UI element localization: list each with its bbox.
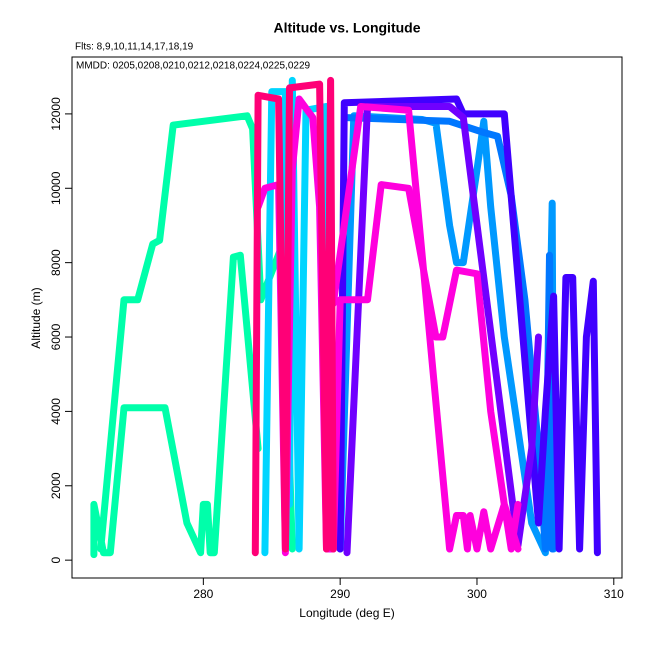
y-tick-label: 6000 xyxy=(49,323,63,350)
plot-box xyxy=(71,56,623,579)
y-tick-label: 12000 xyxy=(49,97,63,131)
annotation: Flts: 8,9,10,11,14,17,18,19 xyxy=(75,42,194,53)
y-tick-label: 8000 xyxy=(49,249,63,276)
y-tick-label: 2000 xyxy=(49,472,63,499)
flight-line xyxy=(251,76,337,557)
y-tick-label: 10000 xyxy=(49,171,63,205)
x-tick-label: 310 xyxy=(604,587,624,601)
x-axis-label: Longitude (deg E) xyxy=(299,606,394,620)
x-tick-label: 300 xyxy=(467,587,487,601)
annotation: MMDD: 0205,0208,0210,0212,0218,0224,0225… xyxy=(76,61,311,72)
y-tick-label: 4000 xyxy=(49,398,63,425)
x-tick-label: 290 xyxy=(330,587,350,601)
chart-title: Altitude vs. Longitude xyxy=(274,20,421,36)
y-tick-label: 0 xyxy=(49,556,63,563)
x-tick-label: 280 xyxy=(193,587,213,601)
flight-line xyxy=(336,95,601,557)
y-axis-label: Altitude (m) xyxy=(29,287,43,348)
